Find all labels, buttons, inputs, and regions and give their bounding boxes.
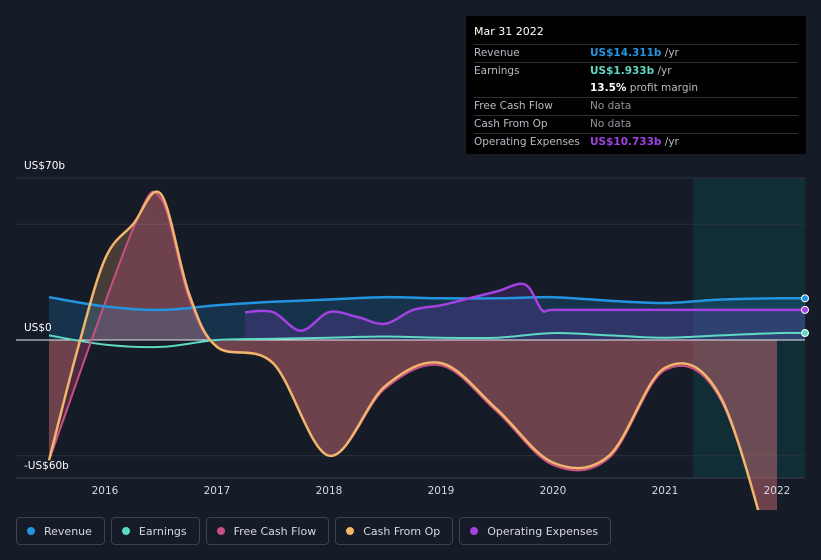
opex-area (245, 283, 805, 340)
x-tick-label-2022: 2022 (763, 485, 791, 497)
tooltip-cfo-label: Cash From Op (474, 118, 548, 130)
earnings-end-marker[interactable] (801, 329, 809, 338)
tooltip-row-fcf: Free Cash Flow No data (474, 97, 798, 115)
x-tick-label-2019: 2019 (427, 485, 455, 497)
legend-dot-earnings (121, 527, 130, 535)
tooltip-margin-text: profit margin (626, 82, 699, 94)
fcf-area (49, 191, 777, 510)
x-tick-label-2016: 2016 (91, 485, 119, 497)
legend-item-cfo[interactable]: Cash From Op (335, 517, 454, 545)
tooltip-row-opex: Operating Expenses US$10.733b /yr (474, 133, 798, 151)
forecast-region (693, 178, 805, 478)
tooltip-date: Mar 31 2022 (474, 25, 544, 38)
tooltip-fcf-value: No data (590, 100, 632, 112)
legend-item-revenue[interactable]: Revenue (16, 517, 105, 545)
y-axis-label-top: US$70b (24, 160, 66, 172)
x-tick-label-2021: 2021 (651, 485, 679, 497)
legend-item-fcf[interactable]: Free Cash Flow (205, 517, 330, 545)
legend-dot-opex (470, 527, 479, 535)
data-tooltip: Mar 31 2022 Revenue US$14.311b /yr Earni… (466, 16, 806, 154)
tooltip-revenue-unit: /yr (661, 47, 679, 59)
x-tick-label-2017: 2017 (203, 485, 231, 497)
tooltip-revenue-label: Revenue (474, 47, 520, 59)
tooltip-earnings-value: US$1.933b (590, 65, 655, 77)
tooltip-row-margin: 13.5% profit margin (474, 80, 798, 97)
tooltip-row-cfo: Cash From Op No data (474, 115, 798, 133)
tooltip-row-earnings: Earnings US$1.933b /yr (474, 62, 798, 80)
legend-item-opex[interactable]: Operating Expenses (459, 517, 612, 545)
y-axis-label-bottom: -US$60b (24, 460, 69, 472)
cfo-area (49, 191, 777, 510)
earnings-line[interactable] (48, 331, 806, 349)
tooltip-row-revenue: Revenue US$14.311b /yr (474, 44, 798, 62)
x-tick-label-2020: 2020 (539, 485, 567, 497)
tooltip-opex-value: US$10.733b (590, 136, 662, 148)
revenue-line[interactable] (48, 295, 806, 312)
tooltip-earnings-label: Earnings (474, 65, 520, 77)
legend-label-earnings: Earnings (138, 524, 187, 538)
chart-area (16, 177, 809, 510)
revenue-area (49, 297, 805, 340)
tooltip-revenue-value: US$14.311b (590, 47, 662, 59)
tooltip-opex-unit: /yr (661, 136, 679, 148)
x-tick-label-2018: 2018 (315, 485, 343, 497)
tooltip-fcf-label: Free Cash Flow (474, 100, 553, 112)
legend-label-fcf: Free Cash Flow (233, 524, 317, 538)
cfo-line[interactable] (47, 190, 777, 510)
legend-label-opex: Operating Expenses (487, 524, 599, 538)
tooltip-opex-label: Operating Expenses (474, 136, 580, 148)
tooltip-cfo-value: No data (590, 118, 632, 130)
legend-label-cfo: Cash From Op (363, 524, 441, 538)
revenue-end-marker[interactable] (801, 294, 809, 303)
tooltip-margin-value: 13.5% (590, 82, 627, 94)
legend-dot-fcf (216, 527, 225, 535)
legend-label-revenue: Revenue (44, 524, 92, 538)
y-axis-label-zero: US$0 (24, 322, 52, 334)
chart-legend: Revenue Earnings Free Cash Flow Cash Fro… (16, 517, 612, 545)
opex-line[interactable] (244, 282, 805, 332)
tooltip-earnings-unit: /yr (654, 65, 672, 77)
legend-dot-revenue (27, 527, 35, 535)
legend-item-earnings[interactable]: Earnings (110, 517, 200, 545)
opex-end-marker[interactable] (801, 305, 809, 314)
legend-dot-cfo (346, 527, 355, 535)
